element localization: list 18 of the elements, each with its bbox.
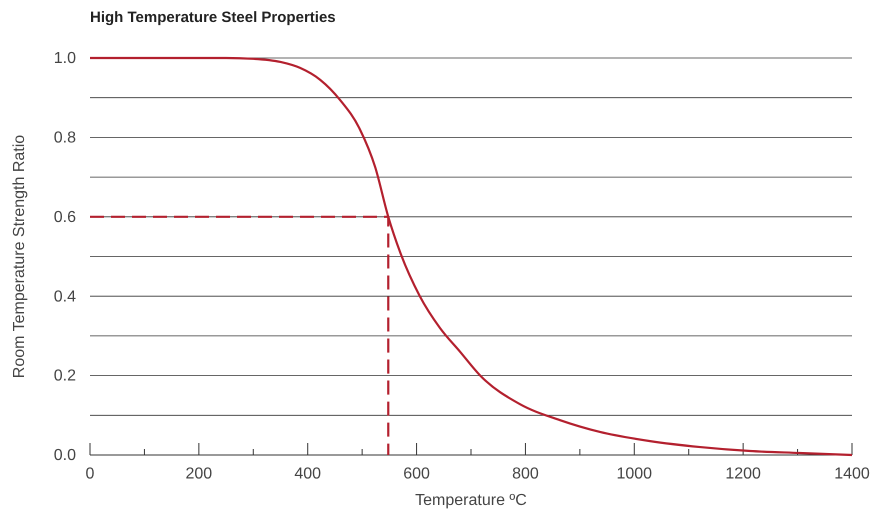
y-tick-label: 0.8 — [54, 130, 76, 147]
y-tick-label: 0.4 — [54, 288, 76, 306]
x-tick-label: 200 — [186, 465, 212, 482]
y-axis-title: Room Temperature Strength Ratio — [11, 134, 28, 378]
x-tick-label: 1200 — [725, 465, 762, 482]
x-tick-label: 600 — [403, 465, 430, 482]
x-tick-label: 400 — [294, 465, 322, 482]
line-series — [88, 56, 854, 456]
y-tick-label: 1.0 — [54, 50, 76, 68]
y-tick-label: 0.0 — [54, 447, 76, 464]
y-tick-label: 0.6 — [54, 208, 76, 226]
x-axis-title: Temperature ºC — [415, 492, 527, 509]
x-tick-label: 0 — [86, 465, 95, 482]
chart-title: High Temperature Steel Properties — [90, 9, 336, 26]
y-tick-label: 0.2 — [54, 368, 76, 385]
x-tick-label: 1000 — [616, 465, 652, 482]
x-tick-label: 1400 — [834, 465, 870, 482]
x-tick-label: 800 — [512, 465, 539, 482]
